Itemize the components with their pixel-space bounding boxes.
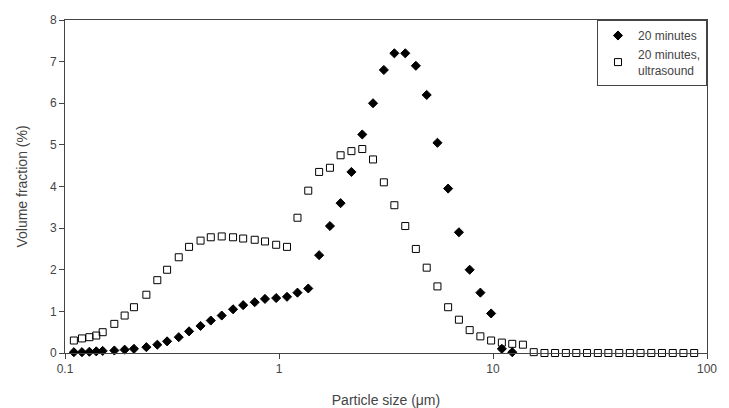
svg-text:1: 1: [50, 305, 57, 319]
svg-text:1: 1: [276, 362, 283, 376]
svg-text:20 minutes: 20 minutes: [638, 29, 697, 43]
svg-text:Particle size (μm): Particle size (μm): [332, 392, 440, 408]
svg-text:0: 0: [50, 346, 57, 360]
svg-text:7: 7: [50, 55, 57, 69]
svg-text:6: 6: [50, 96, 57, 110]
svg-text:5: 5: [50, 138, 57, 152]
svg-text:8: 8: [50, 13, 57, 27]
svg-text:4: 4: [50, 180, 57, 194]
svg-text:3: 3: [50, 221, 57, 235]
svg-text:2: 2: [50, 263, 57, 277]
svg-text:0.1: 0.1: [57, 362, 74, 376]
svg-text:Volume fraction (%): Volume fraction (%): [14, 125, 30, 247]
svg-text:10: 10: [486, 362, 500, 376]
svg-text:100: 100: [697, 362, 717, 376]
svg-text:20 minutes,ultrasound: 20 minutes,ultrasound: [638, 48, 700, 78]
